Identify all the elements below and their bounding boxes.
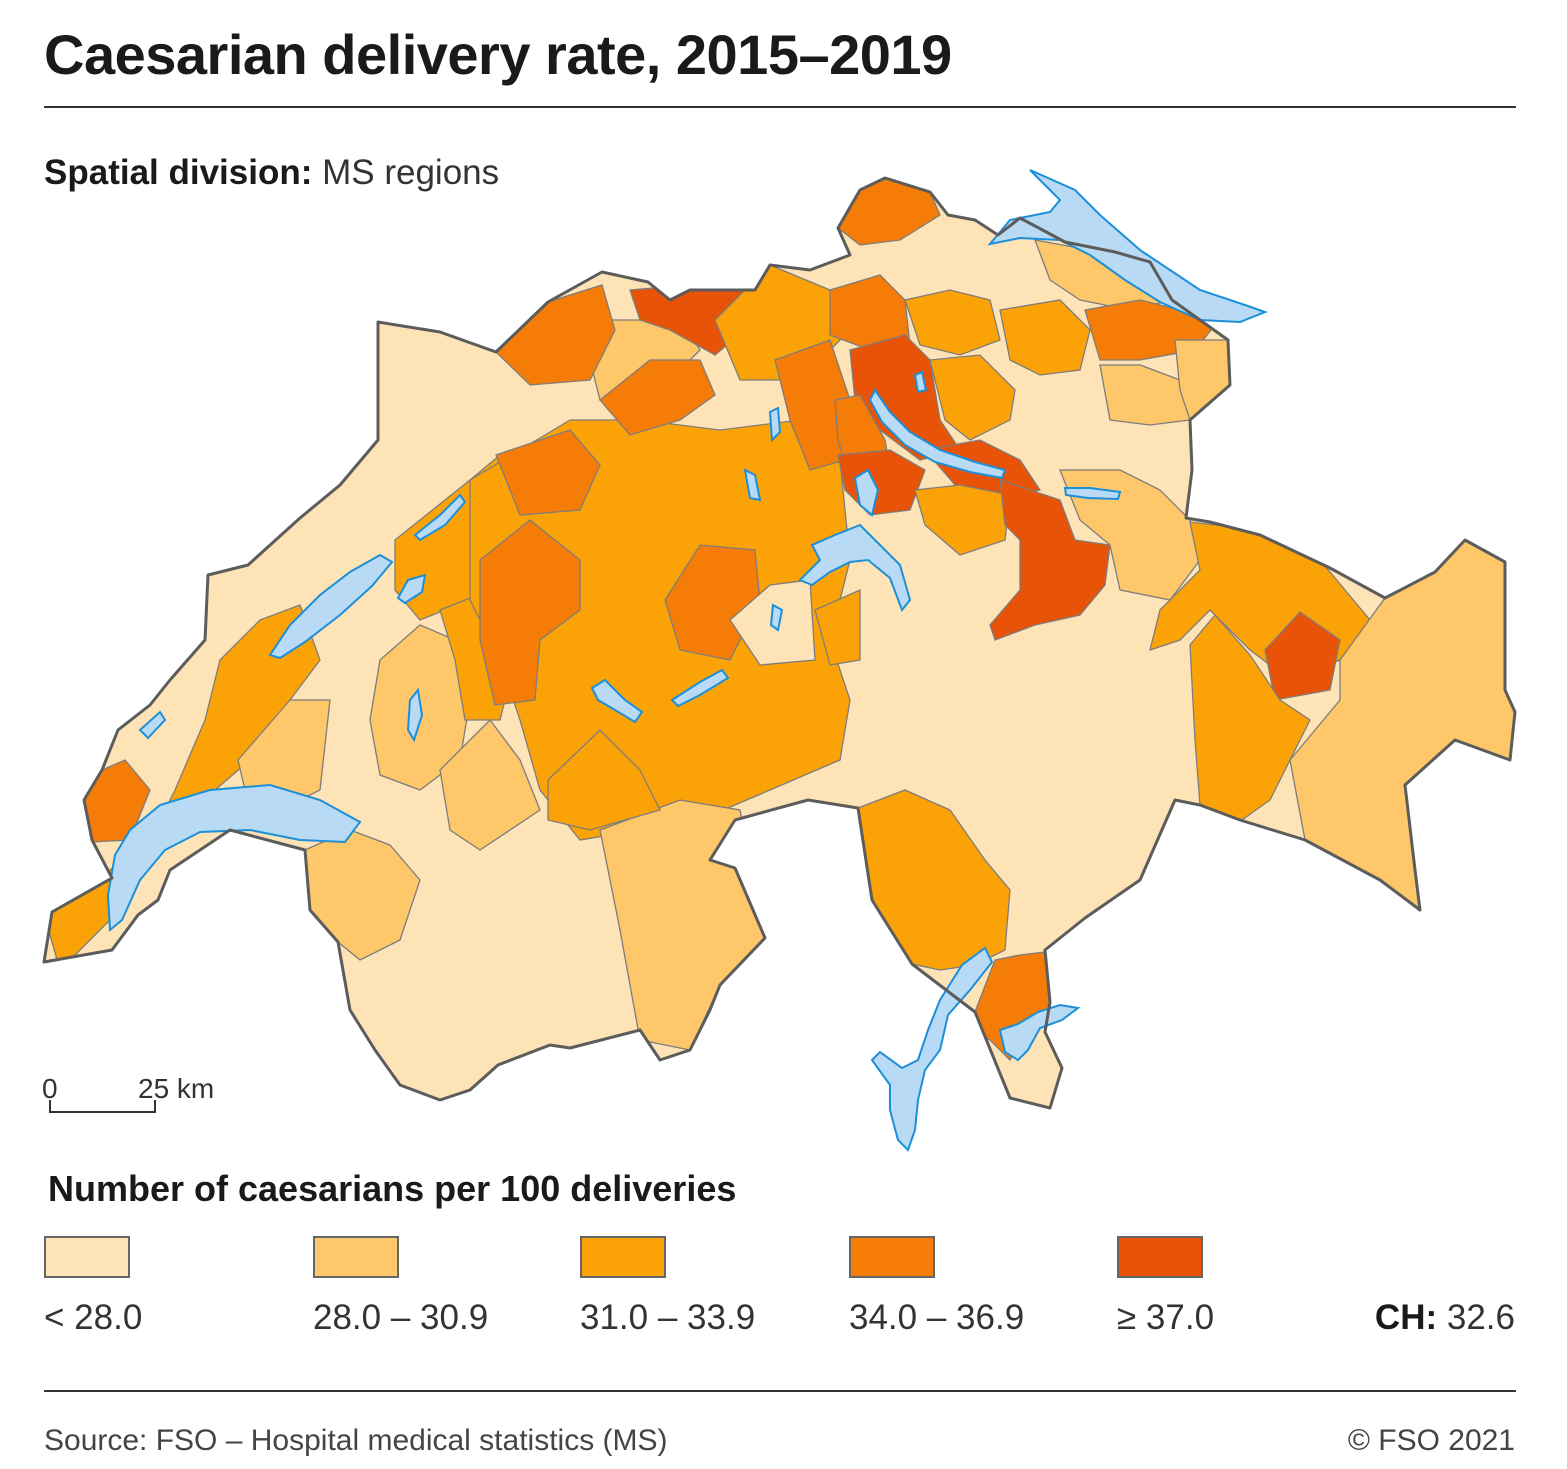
source-note: Source: FSO – Hospital medical statistic… (44, 1424, 668, 1457)
lake-joux (138, 710, 167, 740)
lake-thun (590, 678, 644, 724)
spatial-division: Spatial division: MS regions (44, 153, 499, 193)
national-average-value: 32.6 (1446, 1298, 1515, 1337)
legend-label-3: 31.0 – 33.9 (580, 1298, 756, 1337)
region-zurich-oberland (929, 354, 1016, 441)
copyright-note: © FSO 2021 (1347, 1424, 1515, 1457)
region-winterthur (904, 289, 1001, 356)
region-aargau-west (599, 359, 716, 436)
spatial-division-value: MS regions (322, 153, 500, 192)
legend-title: Number of caesarians per 100 deliveries (48, 1168, 737, 1209)
region-sarganserland (1059, 469, 1201, 601)
bottom-divider (44, 1390, 1516, 1392)
lake-walen (1063, 487, 1122, 501)
scale-bar-start: 0 (42, 1073, 58, 1104)
top-divider (44, 106, 1516, 108)
national-average: CH: 32.6 (1375, 1298, 1515, 1338)
national-average-label: CH: (1374, 1298, 1438, 1337)
spatial-division-label: Spatial division: (44, 153, 313, 192)
lake-constance (987, 169, 1268, 324)
region-biel-solothurn (495, 429, 601, 516)
lake-gruyere (406, 687, 424, 743)
lake-brienz (670, 668, 730, 708)
lake-sarnen (769, 603, 784, 632)
legend-label-2: 28.0 – 30.9 (313, 1298, 489, 1337)
chart-title: Caesarian delivery rate, 2015–2019 (44, 23, 952, 86)
region-thurgau-south (999, 299, 1091, 376)
region-fribourg-south (439, 719, 541, 851)
region-schwyz (914, 484, 1011, 556)
legend-swatch-1 (44, 1236, 130, 1278)
scale-bar-line (49, 1100, 156, 1113)
lake-zurich (868, 388, 1007, 480)
lake-greifen (913, 370, 928, 394)
lake-murten (396, 573, 427, 605)
legend-item-2: 28.0 – 30.9 (313, 1236, 488, 1337)
legend-swatch-4 (849, 1236, 935, 1278)
lake-neuchatel (268, 553, 394, 660)
region-oberland (547, 729, 661, 831)
lake-baldegg (743, 468, 762, 502)
lakes (106, 169, 1268, 1152)
lake-lugano (998, 1003, 1081, 1062)
lake-maggiore (870, 946, 994, 1152)
region-bern-west (479, 519, 581, 706)
region-glarus (989, 479, 1111, 641)
scale-bar: 0 25 km (42, 1073, 214, 1113)
region-nidwalden (814, 588, 861, 666)
legend-swatch-5 (1117, 1236, 1203, 1278)
legend-swatch-3 (580, 1236, 666, 1278)
legend-item-5: ≥ 37.0 (1117, 1236, 1214, 1337)
legend-item-3: 31.0 – 33.9 (580, 1236, 755, 1337)
lake-zug (853, 468, 880, 517)
legend-label-1: < 28.0 (44, 1298, 143, 1337)
legend-swatch-2 (313, 1236, 399, 1278)
legend-item-1: < 28.0 (44, 1236, 142, 1337)
country-border (42, 176, 1517, 1110)
lake-lucerne (798, 523, 912, 612)
legend-label-5: ≥ 37.0 (1117, 1298, 1215, 1337)
legend-label-4: 34.0 – 36.9 (849, 1298, 1025, 1337)
lake-biel (413, 493, 467, 542)
scale-bar-end: 25 km (138, 1073, 214, 1104)
lake-geneva (106, 783, 362, 933)
region-surselva (1189, 613, 1311, 826)
lake-sempach (768, 406, 782, 443)
legend-item-4: 34.0 – 36.9 (849, 1236, 1024, 1337)
